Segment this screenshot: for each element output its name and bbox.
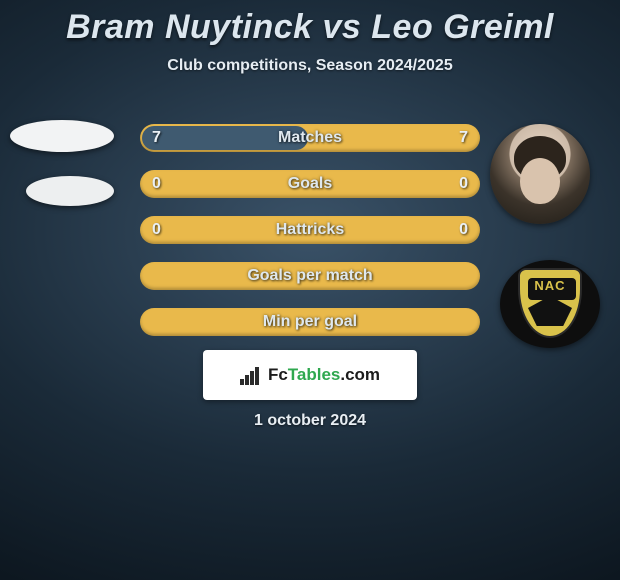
stat-value-right: 0	[459, 221, 468, 239]
stat-value-left: 0	[152, 221, 161, 239]
player-right-crest	[500, 260, 600, 348]
stat-value-right: 0	[459, 175, 468, 193]
comparison-card: Bram Nuytinck vs Leo Greiml Club competi…	[0, 0, 620, 580]
stat-label: Min per goal	[140, 313, 480, 331]
date-label: 1 october 2024	[0, 412, 620, 430]
brand-part2: Tables	[288, 365, 341, 384]
stat-fill	[142, 126, 308, 150]
brand-suffix: .com	[340, 365, 380, 384]
comparison-chart: Matches77Goals00Hattricks00Goals per mat…	[140, 124, 480, 354]
bar-chart-icon	[240, 365, 262, 385]
brand-part1: Fc	[268, 365, 288, 384]
brand-text: FcTables.com	[268, 365, 380, 385]
stat-value-right: 7	[459, 129, 468, 147]
stat-row-goals-per-match: Goals per match	[140, 262, 480, 290]
stat-label: Goals	[140, 175, 480, 193]
stat-row-goals: Goals0 0	[140, 170, 480, 198]
player-right-avatar	[490, 124, 590, 224]
stat-label: Hattricks	[140, 221, 480, 239]
page-title: Bram Nuytinck vs Leo Greiml	[0, 0, 620, 47]
stat-label: Goals per match	[140, 267, 480, 285]
page-subtitle: Club competitions, Season 2024/2025	[0, 57, 620, 75]
brand-logo: FcTables.com	[203, 350, 417, 400]
stat-value-left: 7	[152, 129, 161, 147]
player-left-avatar-placeholder	[10, 120, 114, 152]
player-left-crest-placeholder	[26, 176, 114, 206]
stat-row-hattricks: Hattricks0 0	[140, 216, 480, 244]
stat-value-left: 0	[152, 175, 161, 193]
stat-row-matches: Matches77	[140, 124, 480, 152]
stat-row-min-per-goal: Min per goal	[140, 308, 480, 336]
